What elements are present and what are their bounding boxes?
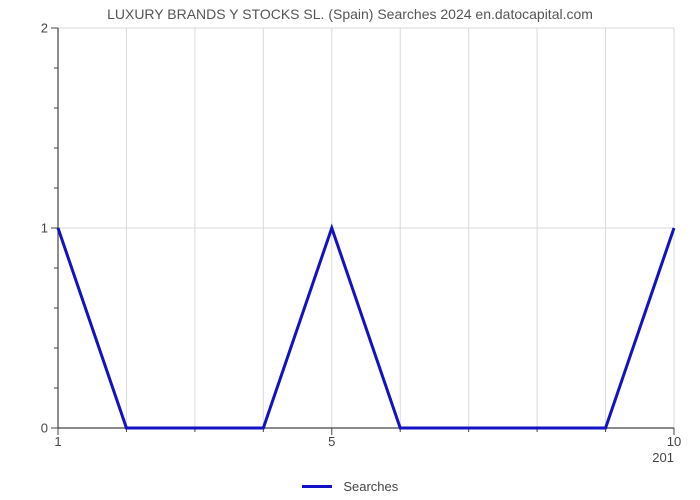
x-tick-label: 1 bbox=[54, 434, 61, 449]
x-tick-label: 10 bbox=[667, 434, 681, 449]
chart-container: LUXURY BRANDS Y STOCKS SL. (Spain) Searc… bbox=[0, 0, 700, 500]
y-tick-label: 0 bbox=[41, 421, 48, 436]
plot-area: 0121510201 bbox=[58, 28, 674, 428]
y-tick-label: 1 bbox=[41, 221, 48, 236]
x-secondary-label: 201 bbox=[652, 450, 674, 465]
legend-label: Searches bbox=[343, 479, 398, 494]
series-line bbox=[58, 228, 674, 428]
legend-swatch bbox=[302, 485, 332, 488]
legend: Searches bbox=[0, 478, 700, 494]
chart-title: LUXURY BRANDS Y STOCKS SL. (Spain) Searc… bbox=[0, 6, 700, 22]
y-tick-label: 2 bbox=[41, 21, 48, 36]
x-tick-label: 5 bbox=[328, 434, 335, 449]
chart-svg bbox=[58, 28, 674, 428]
